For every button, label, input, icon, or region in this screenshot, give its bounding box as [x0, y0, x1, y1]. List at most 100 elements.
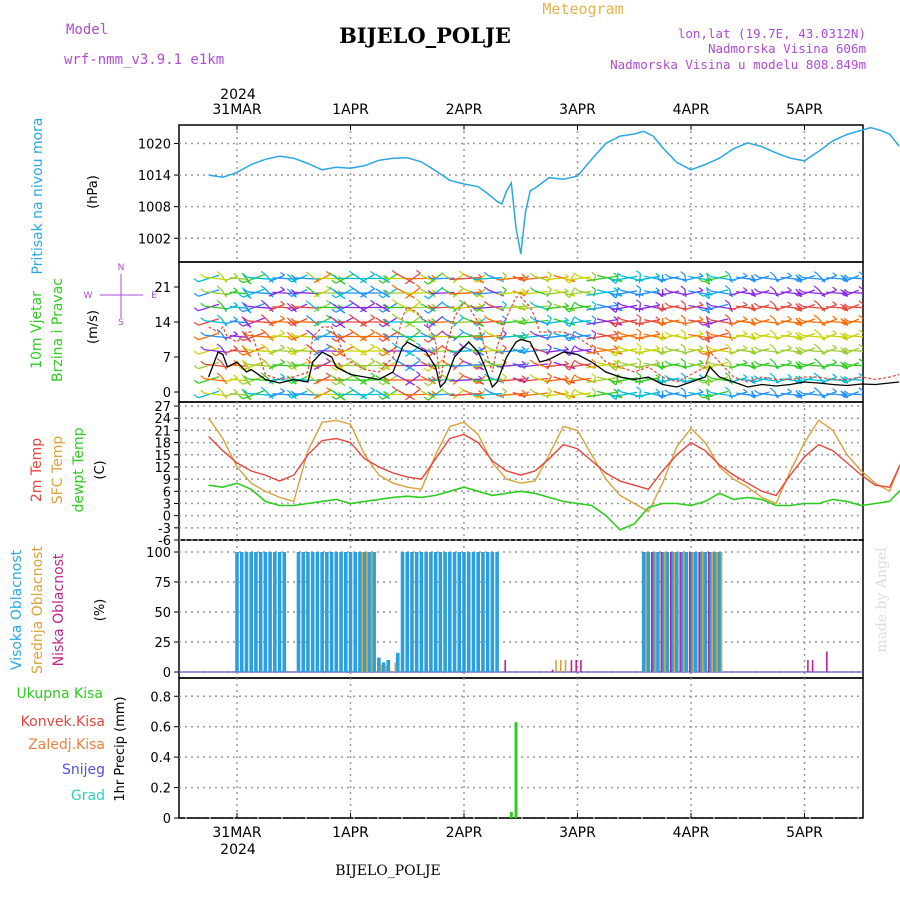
wind-arrow	[871, 322, 893, 323]
wind-arrow-head	[379, 295, 383, 298]
wind-arrow	[890, 304, 900, 311]
cloud-high-bar	[439, 552, 443, 672]
wind-arrow-head	[547, 301, 551, 304]
wind-arrow-head	[565, 361, 569, 364]
wind-arrow-head	[656, 302, 660, 305]
wind-arrow-head	[754, 303, 758, 306]
wind-arrow	[868, 362, 881, 368]
wind-arrow-head	[699, 346, 703, 349]
wind-arrow-head	[889, 348, 893, 351]
wind-arrow-head	[280, 330, 284, 333]
wind-arrow	[893, 336, 900, 337]
wind-arrow-head	[592, 272, 596, 275]
wind-arrow-head	[886, 293, 890, 296]
wind-arrow-head	[859, 272, 863, 275]
model-elevation-text: Nadmorska Visina u modelu 808.849m	[610, 57, 866, 72]
wind-arrow-head	[416, 285, 420, 288]
wind-arrow-head	[459, 373, 463, 376]
wind-arrow-head	[201, 303, 205, 306]
wind-arrow	[685, 318, 686, 326]
wind-arrow-head	[341, 383, 345, 386]
cloud-high-bar	[335, 552, 339, 672]
wind-arrow-head	[699, 317, 703, 320]
cloud-low-bar	[679, 552, 681, 672]
cloud-mid-bar	[664, 552, 666, 672]
wind-arrow-head	[889, 333, 893, 336]
cloud-high-bar	[713, 552, 717, 672]
wind-arrow-head	[877, 374, 881, 377]
wind-arrow-head	[371, 300, 375, 303]
precip-label-snow: Snijeg	[62, 762, 105, 778]
cloud-high-bar	[339, 552, 343, 672]
elevation-text: Nadmorska Visina 606m	[708, 41, 866, 56]
cloud-mid-bar	[371, 552, 373, 672]
wind-arrow	[685, 275, 686, 283]
dewpt-line	[209, 483, 900, 530]
wind-arrow-head	[332, 396, 336, 399]
wind-arrow-head	[424, 397, 428, 400]
cloud-high-bar	[282, 552, 286, 672]
cloud-high-bar	[666, 552, 670, 672]
precip-tick-label: 0	[163, 812, 171, 827]
cloud-high-bar	[316, 552, 320, 672]
wind-arrow-head	[665, 332, 669, 335]
wind-arrow-head	[234, 331, 238, 334]
wind-arrow-head	[547, 286, 551, 289]
wind-arrow-head	[547, 388, 551, 391]
wind-arrow	[893, 322, 900, 323]
wind-arrow	[863, 391, 871, 398]
pressure-tick-label: 1008	[138, 201, 171, 216]
wind-arrow-head	[814, 388, 818, 391]
cloud-high-bar	[495, 552, 499, 672]
wind-arrow-head	[201, 318, 205, 321]
wind-arrow-head	[371, 344, 375, 347]
wind-arrow-head	[681, 315, 685, 318]
wind-arrow-head	[889, 275, 893, 278]
cloud-low-bar	[698, 552, 700, 672]
wind-arrow	[547, 275, 552, 283]
compass-e: E	[151, 291, 157, 301]
wind-arrow-head	[332, 382, 336, 385]
wind-arrow-head	[201, 332, 205, 335]
wind-arrow-head	[239, 294, 243, 297]
wind-arrow-head	[459, 387, 463, 390]
wind-arrow-head	[502, 330, 506, 333]
precip-tick-label: 0.2	[150, 782, 171, 797]
wind-arrow	[868, 377, 881, 383]
wind-arrow-head	[890, 352, 894, 355]
wind-arrow-head	[754, 361, 758, 364]
wind-arrow	[685, 289, 686, 297]
wind-arrow-head	[788, 374, 792, 377]
cloud-label-low: Niska Oblacnost	[51, 553, 67, 666]
wind-arrow	[547, 318, 552, 326]
cloud-high-bar	[647, 552, 651, 672]
wind-arrow	[885, 289, 894, 296]
cloud-tick-label: 25	[154, 636, 171, 651]
wind-arrow	[890, 391, 900, 398]
wind-arrow-head	[743, 331, 747, 334]
wind-arrow-head	[665, 288, 669, 291]
wind-arrow-head	[614, 331, 618, 334]
wind-arrow-head	[814, 315, 818, 318]
wind-arrow-head	[833, 374, 837, 377]
wind-arrow-head	[201, 347, 205, 350]
wind-arrow-head	[332, 280, 336, 283]
wind-arrow-head	[889, 348, 893, 351]
wind-arrow-head	[889, 334, 893, 337]
wind-arrow-head	[280, 287, 284, 290]
wind-arrow-head	[574, 360, 578, 363]
wind-arrow-head	[754, 318, 758, 321]
temp-unit: (C)	[93, 460, 108, 479]
wind-arrow	[685, 304, 686, 312]
wind-arrow-head	[788, 287, 792, 290]
wind-arrow-head	[234, 346, 238, 349]
wind-arrow-head	[681, 272, 685, 275]
wind-arrow-head	[574, 331, 578, 334]
cloud-high-bar	[415, 552, 419, 672]
wind-arrow-head	[859, 359, 863, 362]
bottom-day-label: 2APR	[446, 825, 483, 841]
wind-arrow-head	[699, 288, 703, 291]
wind-arrow-head	[743, 288, 747, 291]
wind-label-2: Brzina i Pravac	[50, 278, 66, 382]
